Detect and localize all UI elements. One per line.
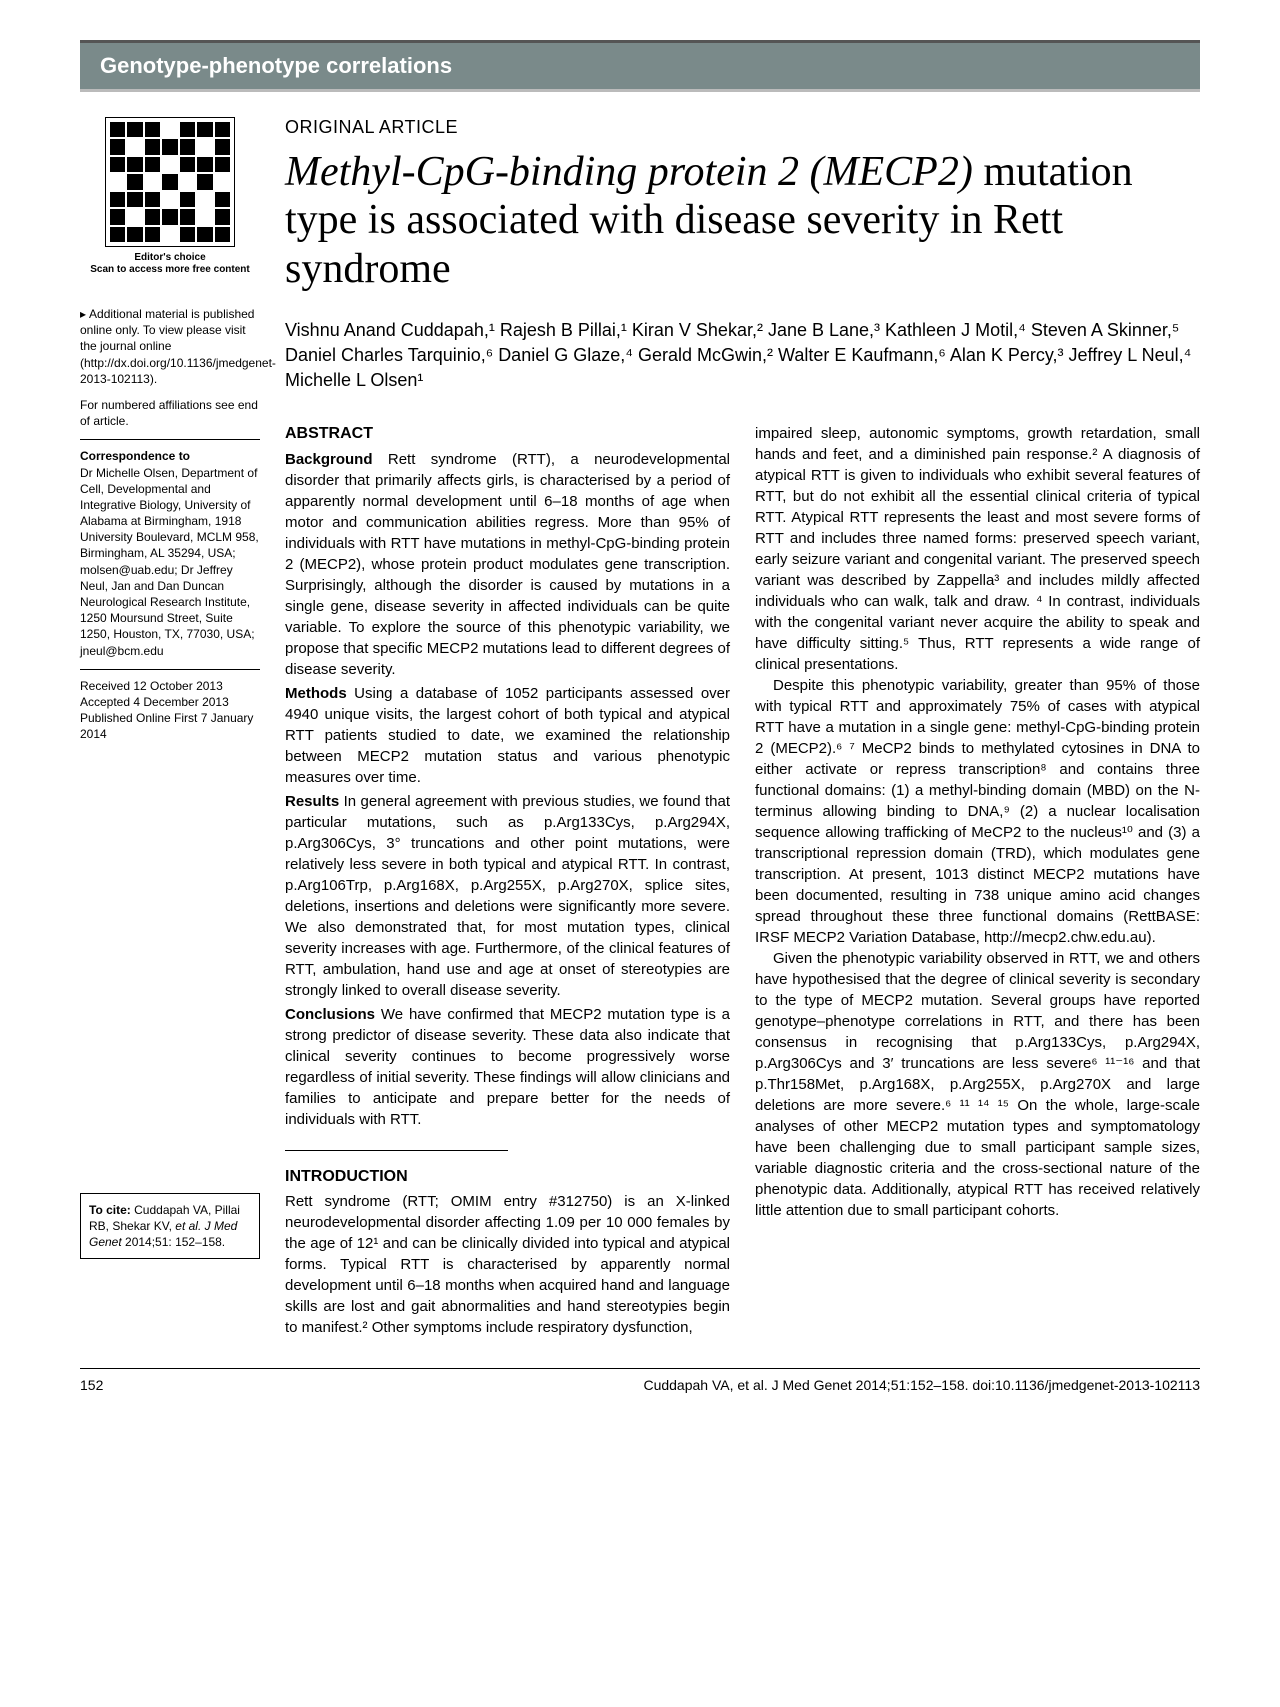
qr-caption: Editor's choice Scan to access more free… (80, 252, 260, 276)
qr-code-icon (105, 117, 235, 247)
affiliations-note: For numbered affiliations see end of art… (80, 397, 260, 429)
article-title: Methyl-CpG-binding protein 2 (MECP2) mut… (285, 148, 1200, 293)
footer-citation: Cuddapah VA, et al. J Med Genet 2014;51:… (643, 1377, 1200, 1393)
supp-material-note: Additional material is published online … (80, 306, 260, 387)
page-footer: 152 Cuddapah VA, et al. J Med Genet 2014… (80, 1368, 1200, 1393)
article-dates: Received 12 October 2013 Accepted 4 Dece… (80, 669, 260, 743)
article-type: ORIGINAL ARTICLE (285, 117, 1200, 138)
citation-box: To cite: Cuddapah VA, Pillai RB, Shekar … (80, 1193, 260, 1260)
section-header: Genotype-phenotype correlations (80, 40, 1200, 92)
abstract: ABSTRACT Background Rett syndrome (RTT),… (285, 423, 730, 1129)
page-number: 152 (80, 1377, 103, 1393)
authors: Vishnu Anand Cuddapah,¹ Rajesh B Pillai,… (285, 318, 1200, 394)
correspondence: Correspondence to Dr Michelle Olsen, Dep… (80, 439, 260, 658)
introduction: INTRODUCTION Rett syndrome (RTT; OMIM en… (285, 1166, 730, 1338)
sidebar: Editor's choice Scan to access more free… (80, 117, 260, 1338)
body-text: impaired sleep, autonomic symptoms, grow… (755, 423, 1200, 1338)
